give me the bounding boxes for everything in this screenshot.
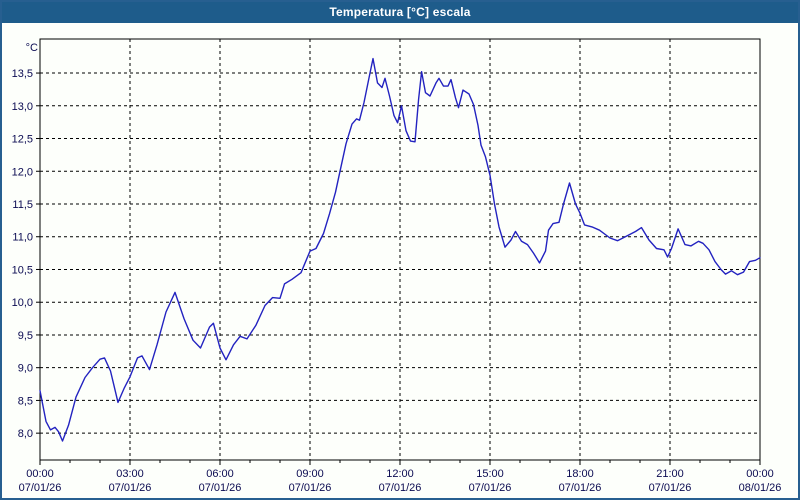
svg-text:07/01/26: 07/01/26 (379, 482, 422, 494)
svg-text:13,5: 13,5 (12, 68, 33, 80)
svg-text:07/01/26: 07/01/26 (289, 482, 332, 494)
svg-text:12,0: 12,0 (12, 166, 33, 178)
svg-text:03:00: 03:00 (116, 468, 144, 480)
svg-text:07/01/26: 07/01/26 (649, 482, 692, 494)
svg-text:07/01/26: 07/01/26 (19, 482, 62, 494)
svg-text:13,0: 13,0 (12, 101, 33, 113)
x-tick-labels: 00:00 07/01/26 03:00 07/01/26 06:00 07/01/26 0… (19, 460, 782, 494)
x-gridlines (129, 39, 671, 460)
svg-text:07/01/26: 07/01/26 (559, 482, 602, 494)
svg-text:00:00: 00:00 (746, 468, 774, 480)
svg-text:10,0: 10,0 (12, 297, 33, 309)
svg-text:00:00: 00:00 (26, 468, 54, 480)
temperature-chart: 8,0 8,5 9,0 9,5 10,0 10,5 11,0 11,5 12,0 12,5 13,0… (12, 38, 782, 494)
window-title: Temperatura [°C] escala (329, 5, 471, 19)
window-titlebar: Temperatura [°C] escala (2, 2, 798, 23)
svg-text:10,5: 10,5 (12, 264, 33, 276)
chart-area: 8,0 8,5 9,0 9,5 10,0 10,5 11,0 11,5 12,0 12,5 13,0… (2, 23, 798, 498)
y-unit-label: °C (26, 42, 38, 54)
svg-text:06:00: 06:00 (206, 468, 234, 480)
svg-text:21:00: 21:00 (656, 468, 684, 480)
svg-text:15:00: 15:00 (476, 468, 504, 480)
svg-text:9,0: 9,0 (18, 363, 33, 375)
svg-text:18:00: 18:00 (566, 468, 594, 480)
plot-border (39, 38, 761, 461)
svg-text:07/01/26: 07/01/26 (469, 482, 512, 494)
svg-text:8,0: 8,0 (18, 428, 33, 440)
svg-text:07/01/26: 07/01/26 (199, 482, 242, 494)
svg-text:09:00: 09:00 (296, 468, 324, 480)
svg-text:12:00: 12:00 (386, 468, 414, 480)
svg-text:11,0: 11,0 (12, 232, 33, 244)
svg-text:07/01/26: 07/01/26 (109, 482, 152, 494)
svg-text:11,5: 11,5 (12, 199, 33, 211)
svg-text:08/01/26: 08/01/26 (739, 482, 782, 494)
svg-text:8,5: 8,5 (18, 395, 33, 407)
svg-text:9,5: 9,5 (18, 330, 33, 342)
svg-text:12,5: 12,5 (12, 134, 33, 146)
temperature-line (39, 57, 761, 442)
